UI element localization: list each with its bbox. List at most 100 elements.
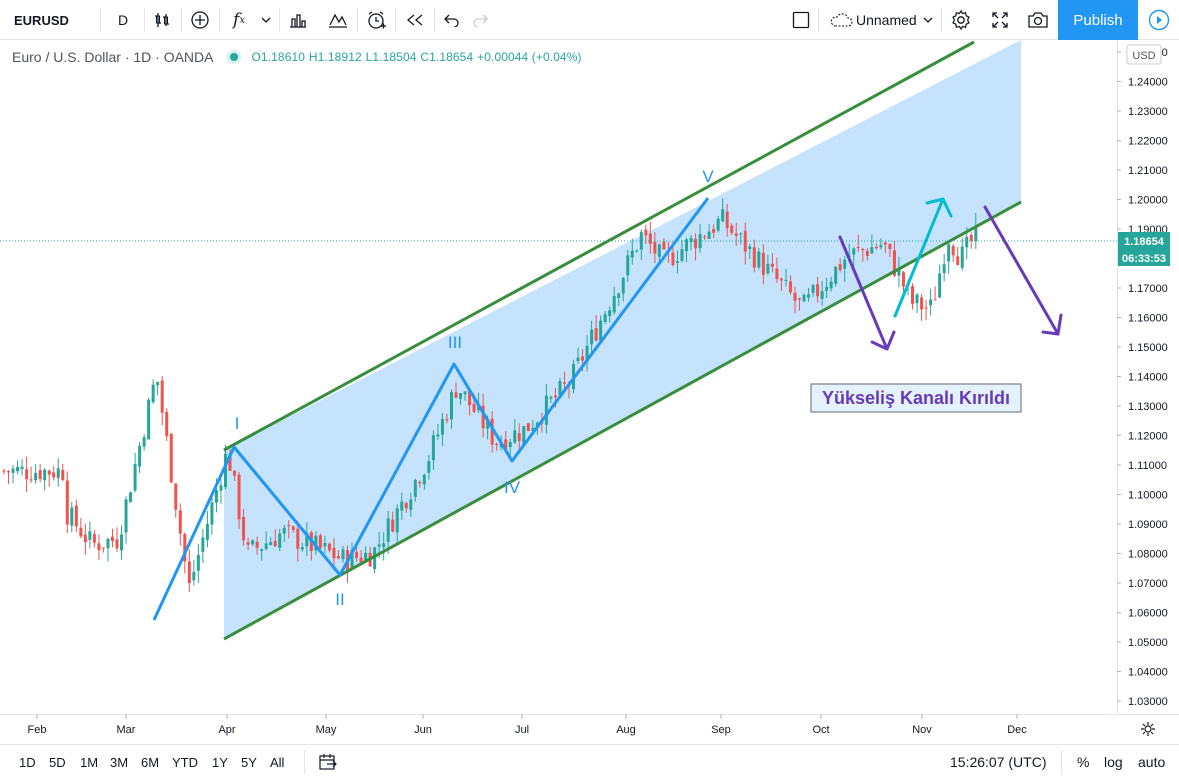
range-5y[interactable]: 5Y — [241, 754, 257, 770]
candle — [549, 395, 553, 403]
candle — [459, 393, 463, 405]
channel-lower-line[interactable] — [223, 200, 1022, 641]
callout-label[interactable]: Yükseliş Kanalı Kırıldı — [810, 383, 1022, 413]
candle — [626, 250, 630, 282]
candle — [165, 408, 169, 441]
range-1d[interactable]: 1D — [19, 754, 36, 770]
candle — [920, 294, 924, 321]
fullscreen-icon[interactable] — [986, 0, 1014, 40]
candle — [648, 221, 652, 254]
price-tick-label: 1.24000 — [1128, 77, 1168, 89]
camera-icon[interactable] — [1024, 0, 1052, 40]
candle — [838, 258, 842, 273]
utc-clock[interactable]: 15:26:07 (UTC) — [950, 754, 1047, 770]
arrow-up-cyan[interactable] — [893, 197, 953, 318]
last-price-badge: 1.18654 06:33:53 — [1118, 232, 1170, 266]
candle — [74, 499, 78, 533]
separator — [941, 8, 942, 32]
candle — [784, 268, 788, 287]
undo-icon[interactable] — [440, 0, 464, 40]
candle — [639, 229, 643, 261]
price-tick-label: 1.11000 — [1128, 460, 1167, 472]
candle — [404, 501, 408, 513]
redo-icon[interactable] — [468, 0, 492, 40]
play-icon[interactable] — [1138, 0, 1179, 40]
range-6m[interactable]: 6M — [141, 754, 160, 770]
candle — [386, 510, 390, 554]
candle — [856, 234, 860, 253]
time-axis[interactable]: Feb Mar Apr May Jun Jul Aug Sep Oct Nov Dec — [28, 714, 1028, 736]
rising-channel-fill — [224, 40, 1021, 639]
chart-canvas[interactable]: I II III IV V Yükseliş Kanalı Kırıldı 1.… — [0, 40, 1179, 744]
range-all[interactable]: All — [270, 754, 285, 770]
bar-style-icon[interactable] — [148, 0, 176, 40]
alert-icon[interactable] — [362, 0, 390, 40]
interval-button[interactable]: D — [117, 12, 129, 28]
candle — [296, 520, 300, 562]
candle — [761, 244, 765, 285]
currency-badge[interactable]: USD — [1126, 44, 1162, 65]
candle — [517, 423, 521, 453]
last-price-label: 1.18654 — [1124, 236, 1165, 248]
channel-upper-line[interactable] — [223, 40, 975, 452]
arrow-down-purple-2[interactable] — [983, 205, 1063, 336]
price-axis[interactable]: 1.250001.240001.230001.220001.210001.200… — [1117, 47, 1168, 708]
price-tick-label: 1.04000 — [1128, 667, 1168, 679]
separator — [100, 8, 101, 32]
candle — [788, 275, 792, 295]
auto-scale-toggle[interactable]: auto — [1138, 754, 1166, 770]
templates-icon[interactable] — [284, 0, 312, 40]
axis-settings-icon[interactable] — [1141, 722, 1155, 736]
chevron-down-icon[interactable] — [256, 0, 276, 40]
candle — [278, 528, 282, 551]
range-5d[interactable]: 5D — [49, 754, 66, 770]
candle — [870, 234, 874, 254]
candle — [355, 545, 359, 562]
candle — [178, 503, 182, 546]
symbol-search-button[interactable]: EURUSD — [14, 12, 69, 28]
range-ytd[interactable]: YTD — [172, 754, 198, 770]
candle — [834, 266, 838, 287]
publish-button[interactable]: Publish — [1058, 0, 1138, 40]
candle — [300, 542, 304, 552]
price-tick-label: 1.17000 — [1128, 283, 1168, 295]
candle — [748, 243, 752, 260]
callout-text: Yükseliş Kanalı Kırıldı — [822, 388, 1010, 408]
settings-icon[interactable] — [946, 0, 976, 40]
candle — [350, 542, 354, 570]
candle — [124, 496, 128, 544]
layout-square-icon[interactable] — [788, 0, 814, 40]
candle — [974, 212, 978, 249]
candle — [336, 550, 340, 560]
candle — [115, 527, 119, 552]
candle — [79, 517, 83, 539]
indicator-template-icon[interactable] — [324, 0, 352, 40]
separator — [219, 8, 220, 32]
elliott-wave-line[interactable] — [152, 197, 710, 621]
range-1m[interactable]: 1M — [80, 754, 99, 770]
month-tick-label: Aug — [616, 724, 636, 736]
candle — [291, 525, 295, 533]
log-scale-toggle[interactable]: log — [1104, 754, 1123, 770]
month-tick-label: Oct — [812, 724, 829, 736]
range-3m[interactable]: 3M — [110, 754, 129, 770]
price-tick-label: 1.16000 — [1128, 313, 1168, 325]
arrow-down-purple-1[interactable] — [838, 235, 896, 351]
candle — [757, 247, 761, 270]
series-legend[interactable]: Euro / U.S. Dollar · 1D · OANDA O1.18610… — [12, 48, 582, 66]
price-tick-label: 1.22000 — [1128, 136, 1168, 148]
candle — [811, 283, 815, 297]
range-1y[interactable]: 1Y — [212, 754, 228, 770]
layout-name-button[interactable]: Unnamed — [856, 12, 917, 28]
compare-add-icon[interactable] — [186, 0, 214, 40]
candle — [400, 492, 404, 520]
chevron-down-icon[interactable] — [920, 0, 936, 40]
replay-icon[interactable] — [400, 0, 430, 40]
goto-date-icon[interactable] — [318, 745, 338, 779]
price-tick-label: 1.15000 — [1128, 342, 1168, 354]
percent-scale-toggle[interactable]: % — [1077, 754, 1090, 770]
candle — [70, 501, 74, 533]
ohlc-low: L1.18504 — [365, 50, 417, 64]
cloud-icon — [826, 0, 856, 40]
